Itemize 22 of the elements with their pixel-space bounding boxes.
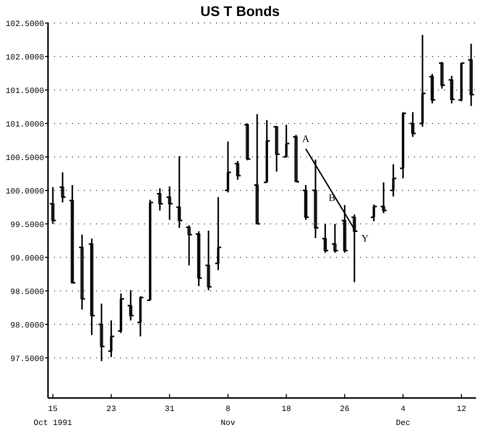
y-tick-label: 100.0000 [6, 187, 44, 196]
y-tick-label: 97.5000 [10, 354, 44, 364]
y-tick-label: 102.5000 [6, 20, 44, 29]
x-tick-label: 18 [282, 405, 292, 414]
annotation: A [302, 134, 310, 145]
chart-title: US T Bonds [200, 3, 280, 19]
y-tick-label: 101.5000 [6, 86, 44, 96]
x-tick-label: 23 [106, 405, 116, 414]
y-tick-label: 99.0000 [10, 254, 44, 264]
x-tick-label: 26 [340, 405, 350, 414]
y-tick-label: 98.5000 [10, 288, 44, 297]
y-tick-label: 99.5000 [10, 220, 44, 230]
x-tick-label: 15 Oct 1991 [34, 405, 72, 428]
y-tick-label: 98.0000 [10, 321, 44, 330]
x-tick-label: 31 [164, 405, 175, 414]
y-tick-label: 101.0000 [6, 120, 44, 130]
x-tick-label: 8 Nov [220, 405, 236, 428]
x-tick-label: 12 [456, 405, 466, 414]
x-tick-label: 4 Dec [396, 405, 410, 428]
y-tick-label: 100.5000 [6, 154, 44, 163]
annotation: Y [361, 233, 369, 244]
y-tick-label: 102.0000 [6, 53, 44, 62]
